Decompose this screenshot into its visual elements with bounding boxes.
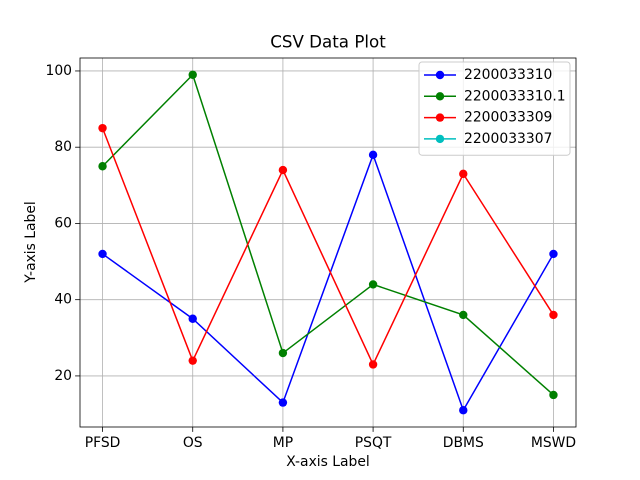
data-point [278,398,288,407]
data-point [549,310,558,320]
x-axis-label: X-axis Label [286,454,370,470]
x-tick-label: MSWD [531,435,576,451]
data-point [459,310,468,320]
data-point [98,123,107,133]
plot-frame [79,57,577,428]
data-point [278,348,288,358]
data-point [549,390,558,400]
x-tick-label: OS [183,435,203,451]
data-point [459,406,468,415]
x-tick-label: MP [273,435,293,451]
series-line [101,127,555,367]
data-point [188,356,197,365]
data-point [368,360,378,369]
legend-marker [435,92,445,101]
series-line [102,73,554,396]
x-tick-label: PSQT [355,435,392,451]
legend-marker [435,70,445,80]
data-point [368,280,378,289]
y-tick-label: 80 [54,139,72,155]
legend-label: 2200033310.1 [464,88,566,104]
legend-label: 2200033309 [464,110,552,126]
legend-label: 2200033307 [464,131,552,147]
x-tick-label: PFSD [85,435,121,451]
chart-title: CSV Data Plot [270,32,386,52]
legend-box [418,61,571,156]
series-line [102,152,555,413]
data-point [549,249,558,259]
data-point [459,169,468,179]
y-tick-label: 60 [54,215,72,231]
data-point [278,165,288,175]
data-point [368,150,378,160]
y-tick-label: 20 [54,368,72,384]
data-point [188,314,197,323]
legend-label: 2200033310 [464,67,552,83]
data-point [188,70,197,79]
y-axis-label: Y-axis Label [23,201,39,284]
y-tick-label: 40 [54,292,72,308]
legend-marker [435,113,445,122]
data-point [98,249,107,259]
x-tick-label: DBMS [443,435,484,451]
y-tick-label: 100 [45,63,72,79]
legend-marker [435,134,445,144]
data-point [98,162,107,171]
